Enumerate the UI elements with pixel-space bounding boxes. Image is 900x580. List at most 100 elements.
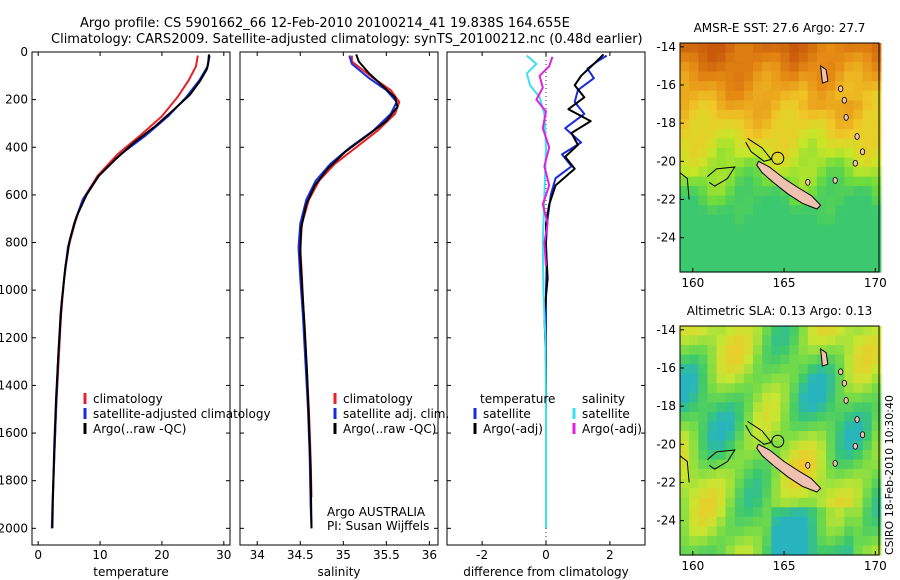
heatmap-cell (780, 354, 791, 365)
heatmap-cell (762, 62, 772, 73)
heatmap-cell (798, 81, 809, 92)
heatmap-cell (771, 469, 781, 480)
heatmap-cell (780, 205, 791, 216)
heatmap-cell (743, 71, 754, 82)
heatmap-cell (716, 535, 727, 546)
heatmap-cell (853, 52, 864, 63)
small-island (859, 148, 866, 156)
heatmap-cell (789, 392, 800, 403)
heatmap-cell (725, 176, 736, 187)
heatmap-cell (762, 205, 772, 216)
heatmap-cell (725, 148, 736, 159)
heatmap-cell (807, 43, 818, 54)
heatmap-cell (762, 195, 772, 206)
heatmap-cell (689, 62, 699, 73)
x-tick-label: 35 (336, 548, 351, 562)
heatmap-cell (680, 90, 690, 101)
heatmap-cell (698, 205, 708, 216)
heatmap-cell (698, 224, 708, 235)
legend-entry: Argo(..raw -QC) (343, 422, 436, 436)
heatmap-cell (798, 526, 809, 537)
heatmap-cell (716, 157, 727, 168)
heatmap-cell (789, 109, 800, 120)
heatmap-cell (716, 214, 727, 225)
heatmap-cell (734, 90, 745, 101)
heatmap-cell (743, 176, 754, 187)
heatmap-cell (853, 43, 864, 54)
heatmap-cell (725, 71, 736, 82)
heatmap-cell (816, 176, 827, 187)
y-tick-label: 0 (20, 45, 28, 59)
heatmap-cell (689, 450, 699, 461)
heatmap-cell (725, 535, 736, 546)
heatmap-cell (743, 195, 754, 206)
heatmap-cell (807, 233, 818, 244)
heatmap-cell (789, 138, 800, 149)
heatmap-cell (835, 262, 845, 273)
heatmap-cell (826, 392, 836, 403)
heatmap-cell (725, 497, 736, 508)
heatmap-cell (716, 335, 727, 346)
heatmap-cell (862, 421, 873, 432)
heatmap-cell (716, 43, 727, 54)
heatmap-cell (862, 535, 873, 546)
heatmap-cell (734, 138, 745, 149)
y-tick-label: -20 (656, 154, 676, 168)
heatmap-cell (789, 326, 800, 337)
heatmap-cell (862, 354, 873, 365)
x-tick-label: 34.5 (287, 548, 314, 562)
heatmap-cell (743, 450, 754, 461)
heatmap-cell (743, 52, 754, 63)
heatmap-cells (680, 43, 882, 273)
heatmap-cell (707, 186, 718, 197)
heatmap-cell (753, 119, 763, 130)
heatmap-cell (716, 138, 727, 149)
heatmap-cell (680, 62, 690, 73)
heatmap-cell (734, 186, 745, 197)
heatmap-cell (780, 119, 791, 130)
heatmap-cell (816, 119, 827, 130)
heatmap-cell (743, 364, 754, 375)
heatmap-cell (789, 431, 800, 442)
heatmap-cell (844, 497, 854, 508)
heatmap-cell (816, 262, 827, 273)
heatmap-cell (789, 167, 800, 178)
heatmap-cell (689, 507, 699, 518)
heatmap-cell (816, 459, 827, 470)
heatmap-cell (835, 148, 845, 159)
heatmap-cell (871, 205, 882, 216)
heatmap-cell (835, 469, 845, 480)
heatmap-cell (680, 526, 690, 537)
heatmap-cell (835, 392, 845, 403)
heatmap-cell (826, 52, 836, 63)
heatmap-cell (707, 421, 718, 432)
heatmap-cell (853, 138, 864, 149)
heatmap-cell (725, 205, 736, 216)
heatmap-cell (871, 535, 882, 546)
heatmap-cell (707, 373, 718, 384)
heatmap-cell (762, 138, 772, 149)
heatmap-cell (826, 507, 836, 518)
heatmap-cell (680, 402, 690, 413)
heatmap-cell (871, 233, 882, 244)
heatmap-cell (835, 119, 845, 130)
heatmap-cell (826, 71, 836, 82)
heatmap-cell (807, 148, 818, 159)
heatmap-cell (807, 516, 818, 527)
heatmap-cell (743, 545, 754, 556)
y-tick-label: -18 (656, 116, 676, 130)
heatmap-cell (844, 262, 854, 273)
heatmap-cell (689, 421, 699, 432)
heatmap-cell (689, 364, 699, 375)
heatmap-cell (725, 469, 736, 480)
heatmap-cell (743, 354, 754, 365)
heatmap-cell (689, 478, 699, 489)
heatmap-cell (807, 128, 818, 139)
heatmap-cell (807, 440, 818, 451)
heatmap-cell (753, 326, 763, 337)
heatmap-cell (725, 214, 736, 225)
heatmap-cell (853, 148, 864, 159)
heatmap-cell (835, 214, 845, 225)
heatmap-cell (734, 62, 745, 73)
small-island (843, 114, 849, 121)
